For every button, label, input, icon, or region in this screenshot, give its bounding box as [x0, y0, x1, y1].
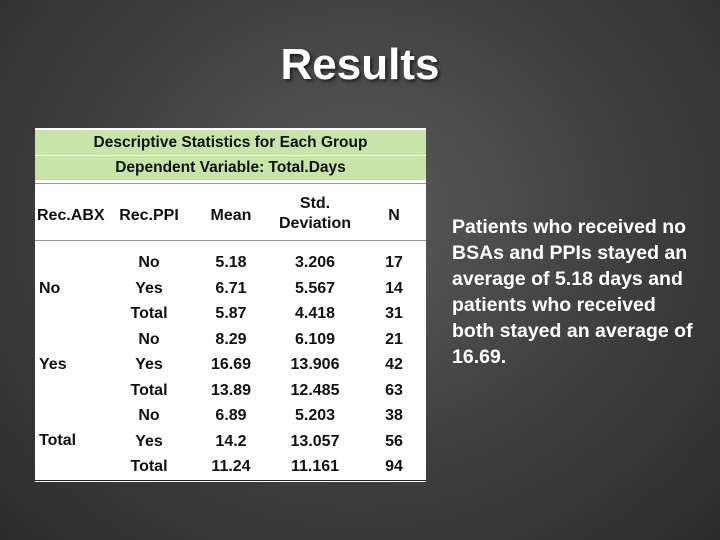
cell-sd: 12.485	[290, 381, 340, 399]
col-header-mean: Mean	[210, 207, 252, 224]
cell-mean: 14.2	[215, 432, 247, 450]
cell-ppi: Total	[130, 381, 168, 399]
cell-ppi: Yes	[135, 356, 163, 373]
slide-title: Results	[280, 40, 440, 89]
cell-mean: 6.89	[215, 407, 247, 424]
cell-ppi: No	[138, 407, 160, 424]
cell-n: 42	[385, 356, 403, 373]
cell-ppi: Yes	[135, 279, 163, 297]
cell-mean: 13.89	[210, 381, 252, 399]
cell-n: 21	[385, 330, 403, 348]
cell-mean: 16.69	[210, 356, 252, 373]
abx-group-no: No	[39, 280, 61, 297]
cell-n: 31	[385, 305, 403, 322]
col-header-n: N	[388, 207, 400, 224]
cell-sd: 5.567	[294, 279, 336, 297]
cell-sd: 6.109	[294, 330, 336, 348]
cell-ppi: No	[138, 254, 160, 271]
cell-ppi: Total	[130, 458, 168, 475]
column-header-divider	[35, 240, 426, 241]
cell-sd: 3.206	[294, 254, 336, 271]
header-divider	[35, 183, 426, 184]
table-title: Descriptive Statistics for Each Group	[35, 130, 426, 155]
cell-n: 56	[385, 432, 403, 450]
summary-text: Patients who received no BSAs and PPIs s…	[452, 216, 693, 368]
col-header-rec-abx: Rec.ABX	[37, 207, 105, 224]
cell-n: 14	[385, 279, 403, 297]
cell-sd: 11.161	[290, 458, 340, 475]
descriptive-statistics-table: Descriptive Statistics for Each Group De…	[35, 128, 426, 482]
abx-group-total: Total	[39, 432, 77, 449]
cell-n: 17	[385, 254, 403, 271]
cell-mean: 11.24	[211, 458, 251, 475]
cell-n: 63	[385, 381, 403, 399]
cell-ppi: No	[138, 330, 160, 348]
cell-mean: 6.71	[215, 279, 247, 297]
cell-sd: 13.057	[290, 432, 340, 450]
cell-ppi: Total	[130, 305, 168, 322]
table-subtitle: Dependent Variable: Total.Days	[35, 156, 426, 180]
table-bottom-border	[35, 480, 426, 481]
cell-n: 94	[385, 458, 403, 475]
cell-sd: 13.906	[290, 356, 340, 373]
col-header-rec-ppi: Rec.PPI	[119, 207, 179, 224]
abx-group-yes: Yes	[39, 356, 67, 373]
cell-ppi: Yes	[135, 432, 163, 450]
cell-mean: 8.29	[215, 330, 247, 348]
cell-mean: 5.18	[215, 254, 247, 271]
cell-sd: 5.203	[294, 407, 336, 424]
cell-mean: 5.87	[215, 305, 247, 322]
cell-n: 38	[385, 407, 403, 424]
col-header-std-deviation: Std. Deviation	[278, 195, 351, 232]
cell-sd: 4.418	[294, 305, 336, 322]
